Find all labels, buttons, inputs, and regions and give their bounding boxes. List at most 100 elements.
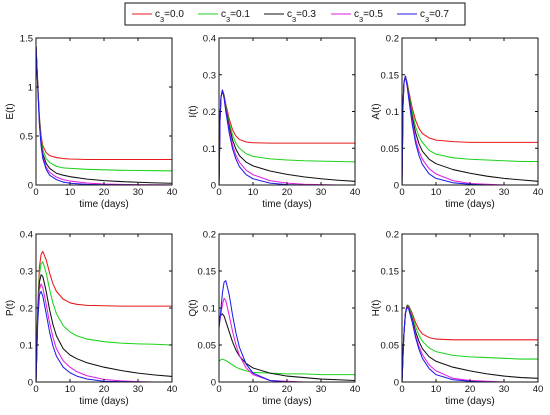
series-line — [402, 75, 538, 185]
series-line — [219, 280, 355, 382]
axes-box — [401, 233, 539, 383]
series-line — [402, 305, 538, 382]
series-line — [36, 45, 172, 172]
x-tick-label: 10 — [431, 384, 442, 395]
y-tick-label: 0 — [394, 378, 399, 389]
y-axis-label: I(t) — [188, 105, 199, 117]
x-tick-label: 0 — [33, 187, 38, 198]
y-tick-label: 0 — [28, 181, 33, 192]
x-tick-label: 40 — [533, 187, 544, 198]
x-tick-label: 20 — [99, 187, 110, 198]
x-axis-label: time (days) — [79, 396, 128, 407]
series-line — [36, 45, 172, 185]
y-tick-label: 0.2 — [386, 230, 399, 241]
series-line — [36, 261, 172, 382]
y-tick-label: 0.3 — [20, 267, 33, 278]
y-tick-label: 0.4 — [20, 230, 33, 241]
x-tick-label: 0 — [216, 187, 221, 198]
y-tick-label: 0.5 — [20, 132, 33, 143]
legend-label: c3=0.3 — [287, 9, 316, 24]
y-tick-label: 0.3 — [203, 70, 216, 81]
chart-panel-at: 0 10 20 30 40 0 0.05 0.1 0.15 0.2 time (days) A(t) — [371, 34, 543, 211]
x-tick-label: 10 — [431, 187, 442, 198]
x-tick-label: 40 — [533, 384, 544, 395]
x-tick-label: 10 — [65, 187, 76, 198]
x-tick-label: 30 — [133, 384, 144, 395]
chart-panel-et: 0 10 20 30 40 0 0.5 1 1.5 time (days) E(t) — [5, 34, 177, 211]
x-tick-label: 30 — [499, 384, 510, 395]
y-tick-label: 1 — [28, 83, 33, 94]
y-tick-label: 0 — [211, 181, 216, 192]
panels: 0 10 20 30 40 0 0.5 1 1.5 time (days) E(t) 0 10 20 30 4… — [5, 34, 543, 408]
x-tick-label: 20 — [282, 384, 293, 395]
x-tick-label: 40 — [167, 384, 178, 395]
series-line — [36, 250, 172, 382]
y-tick-label: 0.15 — [381, 267, 400, 278]
y-tick-label: 0.15 — [381, 70, 400, 81]
y-tick-label: 0.1 — [386, 107, 399, 118]
x-tick-label: 30 — [316, 187, 327, 198]
x-tick-label: 0 — [216, 384, 221, 395]
y-tick-label: 0.1 — [20, 341, 33, 352]
y-tick-label: 0.05 — [381, 341, 400, 352]
series-line — [219, 89, 355, 185]
series-line — [219, 297, 355, 382]
chart-panel-qt: 0 10 20 30 40 0 0.05 0.1 0.15 0.2 time (days) Q(t) — [188, 230, 360, 408]
axes-box — [401, 37, 539, 186]
series-line — [402, 75, 538, 185]
axes-box — [218, 233, 356, 383]
x-tick-label: 20 — [465, 384, 476, 395]
y-tick-label: 0 — [211, 378, 216, 389]
axes-box — [35, 37, 173, 186]
y-tick-label: 0 — [28, 378, 33, 389]
series-line — [36, 45, 172, 185]
chart-panel-it: 0 10 20 30 40 0 0.1 0.2 0.3 0.4 time (days) I(t) — [188, 34, 360, 211]
y-axis-label: A(t) — [371, 103, 382, 119]
x-tick-label: 40 — [350, 384, 361, 395]
series-line — [36, 283, 172, 382]
x-tick-label: 20 — [465, 187, 476, 198]
y-tick-label: 0.1 — [386, 304, 399, 315]
x-tick-label: 0 — [399, 187, 404, 198]
x-tick-label: 0 — [33, 384, 38, 395]
y-tick-label: 0.2 — [20, 304, 33, 315]
y-tick-label: 0.4 — [203, 34, 216, 45]
x-axis-label: time (days) — [79, 199, 128, 210]
legend-label: c3=0.5 — [354, 9, 383, 24]
x-tick-label: 30 — [316, 384, 327, 395]
x-tick-label: 30 — [499, 187, 510, 198]
y-tick-label: 0.15 — [198, 267, 217, 278]
chart-panel-ht: 0 10 20 30 40 0 0.05 0.1 0.15 0.2 time (days) H(t) — [371, 230, 543, 408]
axes-box — [35, 233, 173, 383]
y-axis-label: Q(t) — [188, 299, 199, 316]
x-axis-label: time (days) — [445, 396, 494, 407]
chart-panel-pt: 0 10 20 30 40 0 0.1 0.2 0.3 0.4 time (days) P(t) — [5, 230, 177, 408]
x-axis-label: time (days) — [262, 396, 311, 407]
y-tick-label: 0.2 — [386, 34, 399, 45]
x-axis-label: time (days) — [262, 199, 311, 210]
legend-label: c3=0.0 — [155, 9, 184, 24]
series-line — [219, 89, 355, 185]
series-line — [402, 75, 538, 185]
y-tick-label: 0.2 — [203, 107, 216, 118]
series-line — [36, 45, 172, 161]
y-axis-label: P(t) — [5, 300, 16, 316]
legend-box — [124, 2, 466, 26]
series-line — [402, 75, 538, 185]
y-tick-label: 0.05 — [381, 144, 400, 155]
y-tick-label: 0.05 — [198, 341, 217, 352]
x-tick-label: 40 — [350, 187, 361, 198]
series-line — [402, 75, 538, 185]
y-tick-label: 0 — [394, 181, 399, 192]
legend-label: c3=0.1 — [221, 9, 250, 24]
y-tick-label: 0.1 — [203, 304, 216, 315]
x-tick-label: 0 — [399, 384, 404, 395]
x-tick-label: 10 — [248, 187, 259, 198]
y-axis-label: H(t) — [371, 300, 382, 317]
series-line — [402, 306, 538, 382]
legend-label: c3=0.7 — [420, 9, 449, 24]
series-line — [36, 45, 172, 184]
x-tick-label: 20 — [99, 384, 110, 395]
x-axis-label: time (days) — [445, 199, 494, 210]
series-line — [219, 89, 355, 185]
